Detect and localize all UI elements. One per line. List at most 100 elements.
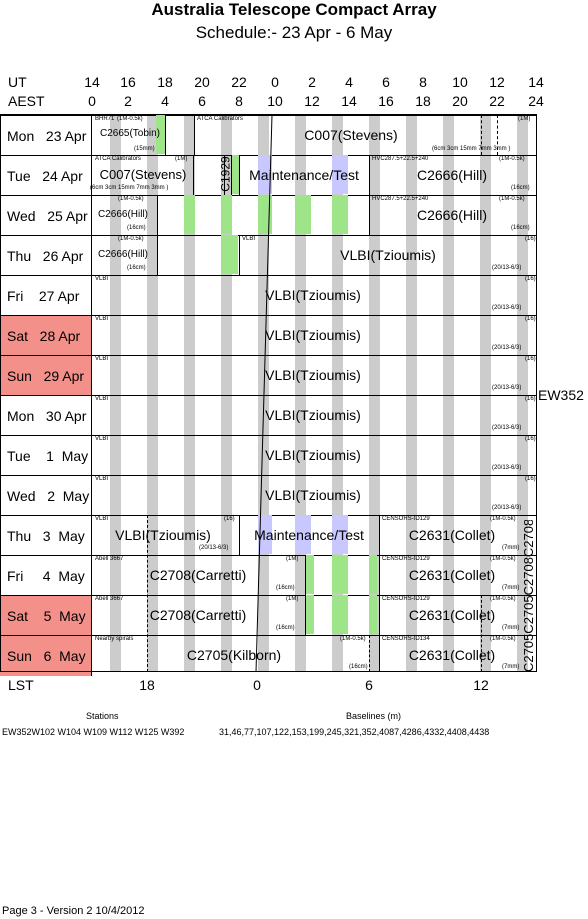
day-label: Mon 23 Apr <box>0 116 92 156</box>
blue-block <box>258 515 272 554</box>
day-row: Sat 5 May <box>0 595 536 636</box>
project-name: C2666(Hill) <box>97 249 149 260</box>
lst-line <box>497 115 498 155</box>
baselines-list: 31,46,77,107,122,153,199,245,321,352,408… <box>219 727 490 737</box>
project-name: C2665(Tobin) <box>99 128 161 139</box>
project-band: (20/13-6/3) <box>492 345 522 351</box>
day-row: Fri 27 Apr <box>0 275 536 316</box>
project-name: VLBI(Tzioumis) <box>265 287 361 303</box>
aest-tick-label: 22 <box>489 93 505 109</box>
aest-tick-label: 20 <box>452 93 468 109</box>
project-name: Maintenance/Test <box>249 167 359 183</box>
project-name: C2631(Collet) <box>408 647 496 663</box>
project-band: (20/13-6/3) <box>492 265 522 271</box>
aest-tick-label: 6 <box>198 93 206 109</box>
page-footer: Page 3 - Version 2 10/4/2012 <box>2 905 145 917</box>
lst-tick-label: 12 <box>473 677 489 693</box>
green-block <box>369 595 377 634</box>
project-config: (16) <box>525 276 536 282</box>
blue-block <box>332 155 348 194</box>
project-band: (16cm) <box>276 585 295 591</box>
green-block <box>221 195 232 234</box>
slot-divider <box>194 115 195 155</box>
day-label: Sat 28 Apr <box>0 316 92 356</box>
project-config: (16) <box>525 396 536 402</box>
array-config-label: EW352 <box>538 387 584 403</box>
project-band: (20/13-6/3) <box>492 305 522 311</box>
ut-tick-label: 6 <box>382 74 390 90</box>
project-config: (1M-0.5k) <box>490 556 516 562</box>
day-row: Wed 2 May <box>0 475 536 516</box>
lst-axis-label: LST <box>8 677 34 693</box>
project-source: CENSORS-ID129 <box>382 556 430 562</box>
project-source: CENSORS-ID134 <box>382 636 430 642</box>
project-config: (1M-0.5k) <box>118 236 144 242</box>
lst-line <box>147 515 148 672</box>
hour-column <box>147 115 158 671</box>
project-name: VLBI(Tzioumis) <box>115 527 211 543</box>
day-label: Fri 27 Apr <box>0 276 92 316</box>
project-band: (16cm) <box>127 265 146 271</box>
ut-tick-label: 14 <box>528 74 544 90</box>
day-row: Tue 1 May <box>0 435 536 476</box>
ut-tick-label: 10 <box>452 74 468 90</box>
ut-axis-label: UT <box>8 74 27 90</box>
hour-column <box>369 115 380 671</box>
day-row: Sun 29 Apr <box>0 355 536 396</box>
project-config: (16) <box>525 436 536 442</box>
project-name: VLBI(Tzioumis) <box>265 367 361 383</box>
project-name: C2631(Collet) <box>408 527 496 543</box>
hour-column <box>295 115 306 671</box>
baselines-heading: Baselines (m) <box>346 711 402 721</box>
project-name: C2705(Kilborn) <box>186 647 282 663</box>
hour-column <box>184 115 195 671</box>
project-name: C2708(Carretti) <box>149 607 247 623</box>
project-band: (7mm) <box>502 545 520 551</box>
slot-divider <box>193 155 194 195</box>
project-source: BHR71 <box>95 116 115 122</box>
day-row: Thu 26 Apr <box>0 235 536 276</box>
day-label: Thu 26 Apr <box>0 236 92 276</box>
project-band: (16cm) <box>511 185 530 191</box>
hour-column <box>480 115 491 671</box>
project-source: VLBI <box>95 436 109 442</box>
lst-line <box>481 595 482 672</box>
ut-tick-label: 20 <box>194 74 210 90</box>
hour-column <box>443 115 454 671</box>
ut-tick-label: 4 <box>345 74 353 90</box>
slot-divider <box>379 635 380 672</box>
day-label: Sat 5 May <box>0 596 92 636</box>
day-label: Mon 30 Apr <box>0 396 92 436</box>
hour-column <box>517 115 528 671</box>
project-source: CENSORS-ID129 <box>382 516 430 522</box>
project-source: HVC287.5+22.5+240 <box>372 196 429 202</box>
slot-divider <box>379 515 380 555</box>
aest-tick-label: 16 <box>378 93 394 109</box>
day-label: Thu 3 May <box>0 516 92 556</box>
project-band: (7mm) <box>502 664 520 670</box>
day-row: Fri 4 May <box>0 555 536 596</box>
aest-tick-label: 14 <box>341 93 357 109</box>
slot-divider <box>224 155 225 195</box>
lst-tick-label: 6 <box>365 677 373 693</box>
project-source: Abell 3667 <box>95 596 124 602</box>
project-source: ATCA Calibrators <box>197 116 243 122</box>
hour-column <box>332 115 343 671</box>
aest-tick-label: 8 <box>235 93 243 109</box>
project-name: C007(Stevens) <box>304 127 398 143</box>
project-config: (1M-0.5k) <box>490 516 516 522</box>
project-source: Nearby spirals <box>95 636 134 642</box>
green-block <box>232 155 239 194</box>
project-config: (1M-0.5k) <box>340 636 366 642</box>
project-name: C2631(Collet) <box>408 607 496 623</box>
project-config: (1M-0.5k) <box>117 116 143 122</box>
project-config: (1M-0.5k) <box>118 196 144 202</box>
slot-divider <box>305 595 306 635</box>
slot-divider <box>379 595 380 635</box>
blue-block <box>295 515 311 554</box>
project-band: (6cm 3cm 15mm 7mm 3mm ) <box>432 146 511 152</box>
green-block <box>332 555 348 594</box>
project-source: VLBI <box>95 316 109 322</box>
schedule-grid <box>92 115 536 671</box>
project-config: (16) <box>525 236 536 242</box>
